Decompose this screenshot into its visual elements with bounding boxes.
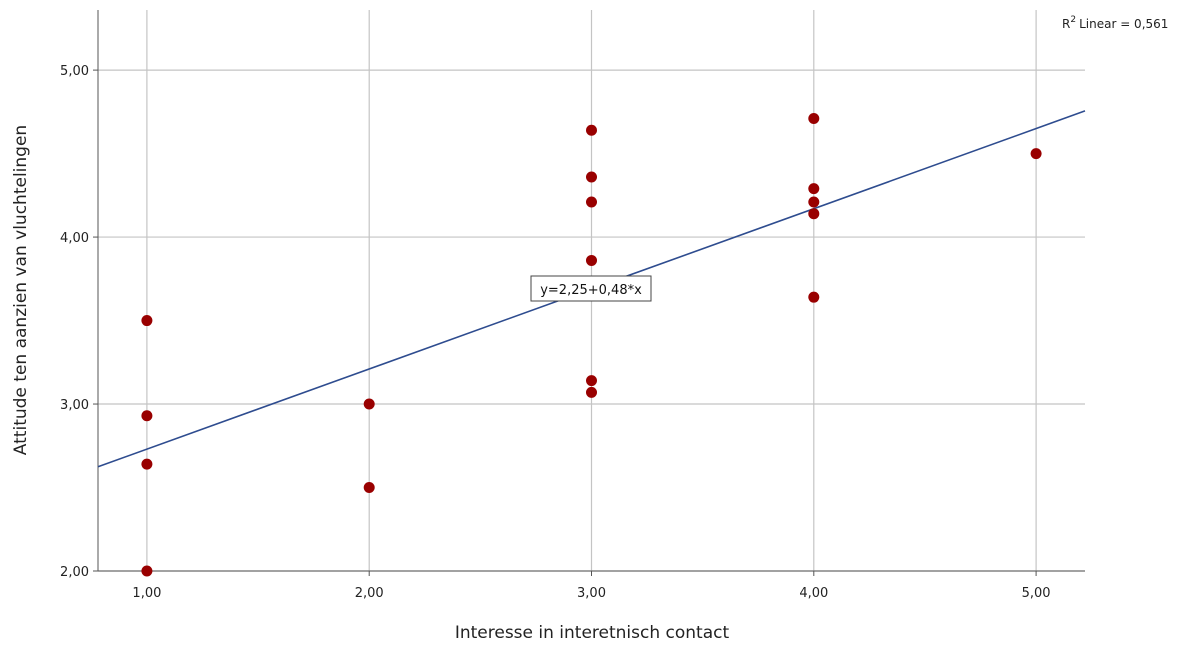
data-points bbox=[141, 113, 1042, 577]
data-point bbox=[141, 315, 153, 327]
fit-equation-label: y=2,25+0,48*x bbox=[540, 283, 642, 298]
data-point bbox=[586, 124, 597, 136]
r-squared-prefix: R bbox=[1062, 17, 1070, 31]
x-tick-label: 5,00 bbox=[1022, 586, 1051, 601]
x-tick-label: 3,00 bbox=[577, 586, 606, 601]
data-point bbox=[141, 410, 153, 422]
data-point bbox=[808, 196, 820, 208]
data-point bbox=[808, 208, 820, 220]
axes-layer bbox=[93, 10, 1085, 576]
y-tick-label: 4,00 bbox=[60, 231, 89, 246]
data-point bbox=[808, 183, 820, 195]
x-tick-label: 2,00 bbox=[355, 586, 384, 601]
data-point bbox=[808, 113, 820, 125]
data-point bbox=[586, 171, 597, 183]
data-point bbox=[141, 565, 153, 577]
data-point bbox=[808, 291, 820, 303]
y-tick-label: 3,00 bbox=[60, 398, 89, 413]
fit-equation-frame bbox=[530, 275, 652, 302]
tick-labels: 1,00 2,00 3,00 4,00 5,00 2,00 3,00 4,00 5,00 bbox=[60, 64, 1051, 601]
x-tick-label: 4,00 bbox=[799, 586, 828, 601]
x-axis-title: Interesse in interetnisch contact bbox=[455, 623, 730, 643]
data-point bbox=[1030, 148, 1042, 160]
data-point bbox=[586, 386, 597, 398]
y-tick-label: 5,00 bbox=[60, 64, 89, 79]
r-squared-value: Linear = 0,561 bbox=[1079, 17, 1168, 31]
y-axis-title: Attitude ten aanzien van vluchtelingen bbox=[11, 125, 31, 455]
data-point bbox=[586, 375, 597, 387]
r-squared-label: R2 Linear = 0,561 bbox=[1062, 15, 1168, 31]
data-point bbox=[586, 196, 597, 208]
y-tick-label: 2,00 bbox=[60, 565, 89, 580]
data-point bbox=[363, 398, 375, 410]
data-point bbox=[363, 482, 375, 494]
data-point bbox=[141, 458, 153, 470]
fit-equation-box: y=2,25+0,48*x bbox=[530, 275, 652, 302]
r-squared-superscript: 2 bbox=[1070, 15, 1076, 25]
x-tick-label: 1,00 bbox=[132, 586, 161, 601]
data-point bbox=[586, 254, 597, 266]
